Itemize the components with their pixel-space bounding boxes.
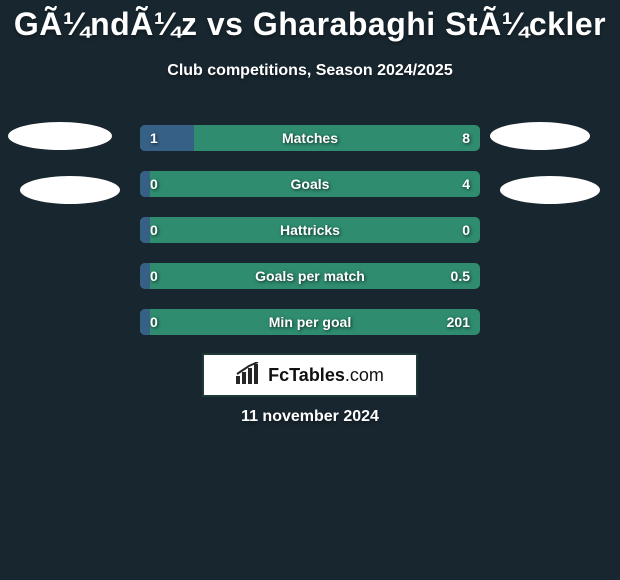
- club-right-avatar: [500, 176, 600, 204]
- club-left-avatar: [20, 176, 120, 204]
- stat-label: Goals per match: [140, 263, 480, 289]
- date-line: 11 november 2024: [0, 408, 620, 426]
- page-subtitle: Club competitions, Season 2024/2025: [0, 62, 620, 80]
- stat-label: Goals: [140, 171, 480, 197]
- comparison-infographic: GÃ¼ndÃ¼z vs Gharabaghi StÃ¼ckler Club co…: [0, 0, 620, 580]
- stat-row: 0201Min per goal: [140, 309, 480, 335]
- stat-label: Hattricks: [140, 217, 480, 243]
- stat-row: 00.5Goals per match: [140, 263, 480, 289]
- player-right-avatar: [490, 122, 590, 150]
- page-title: GÃ¼ndÃ¼z vs Gharabaghi StÃ¼ckler: [0, 6, 620, 43]
- stat-row: 18Matches: [140, 125, 480, 151]
- stat-row: 00Hattricks: [140, 217, 480, 243]
- brand-chart-icon: [236, 362, 262, 389]
- brand-text: FcTables.com: [268, 365, 384, 386]
- player-left-avatar: [8, 122, 112, 150]
- brand-box[interactable]: FcTables.com: [202, 353, 418, 397]
- brand-suffix: .com: [345, 365, 384, 385]
- brand-name: FcTables: [268, 365, 345, 385]
- stat-label: Matches: [140, 125, 480, 151]
- stat-row: 04Goals: [140, 171, 480, 197]
- stat-label: Min per goal: [140, 309, 480, 335]
